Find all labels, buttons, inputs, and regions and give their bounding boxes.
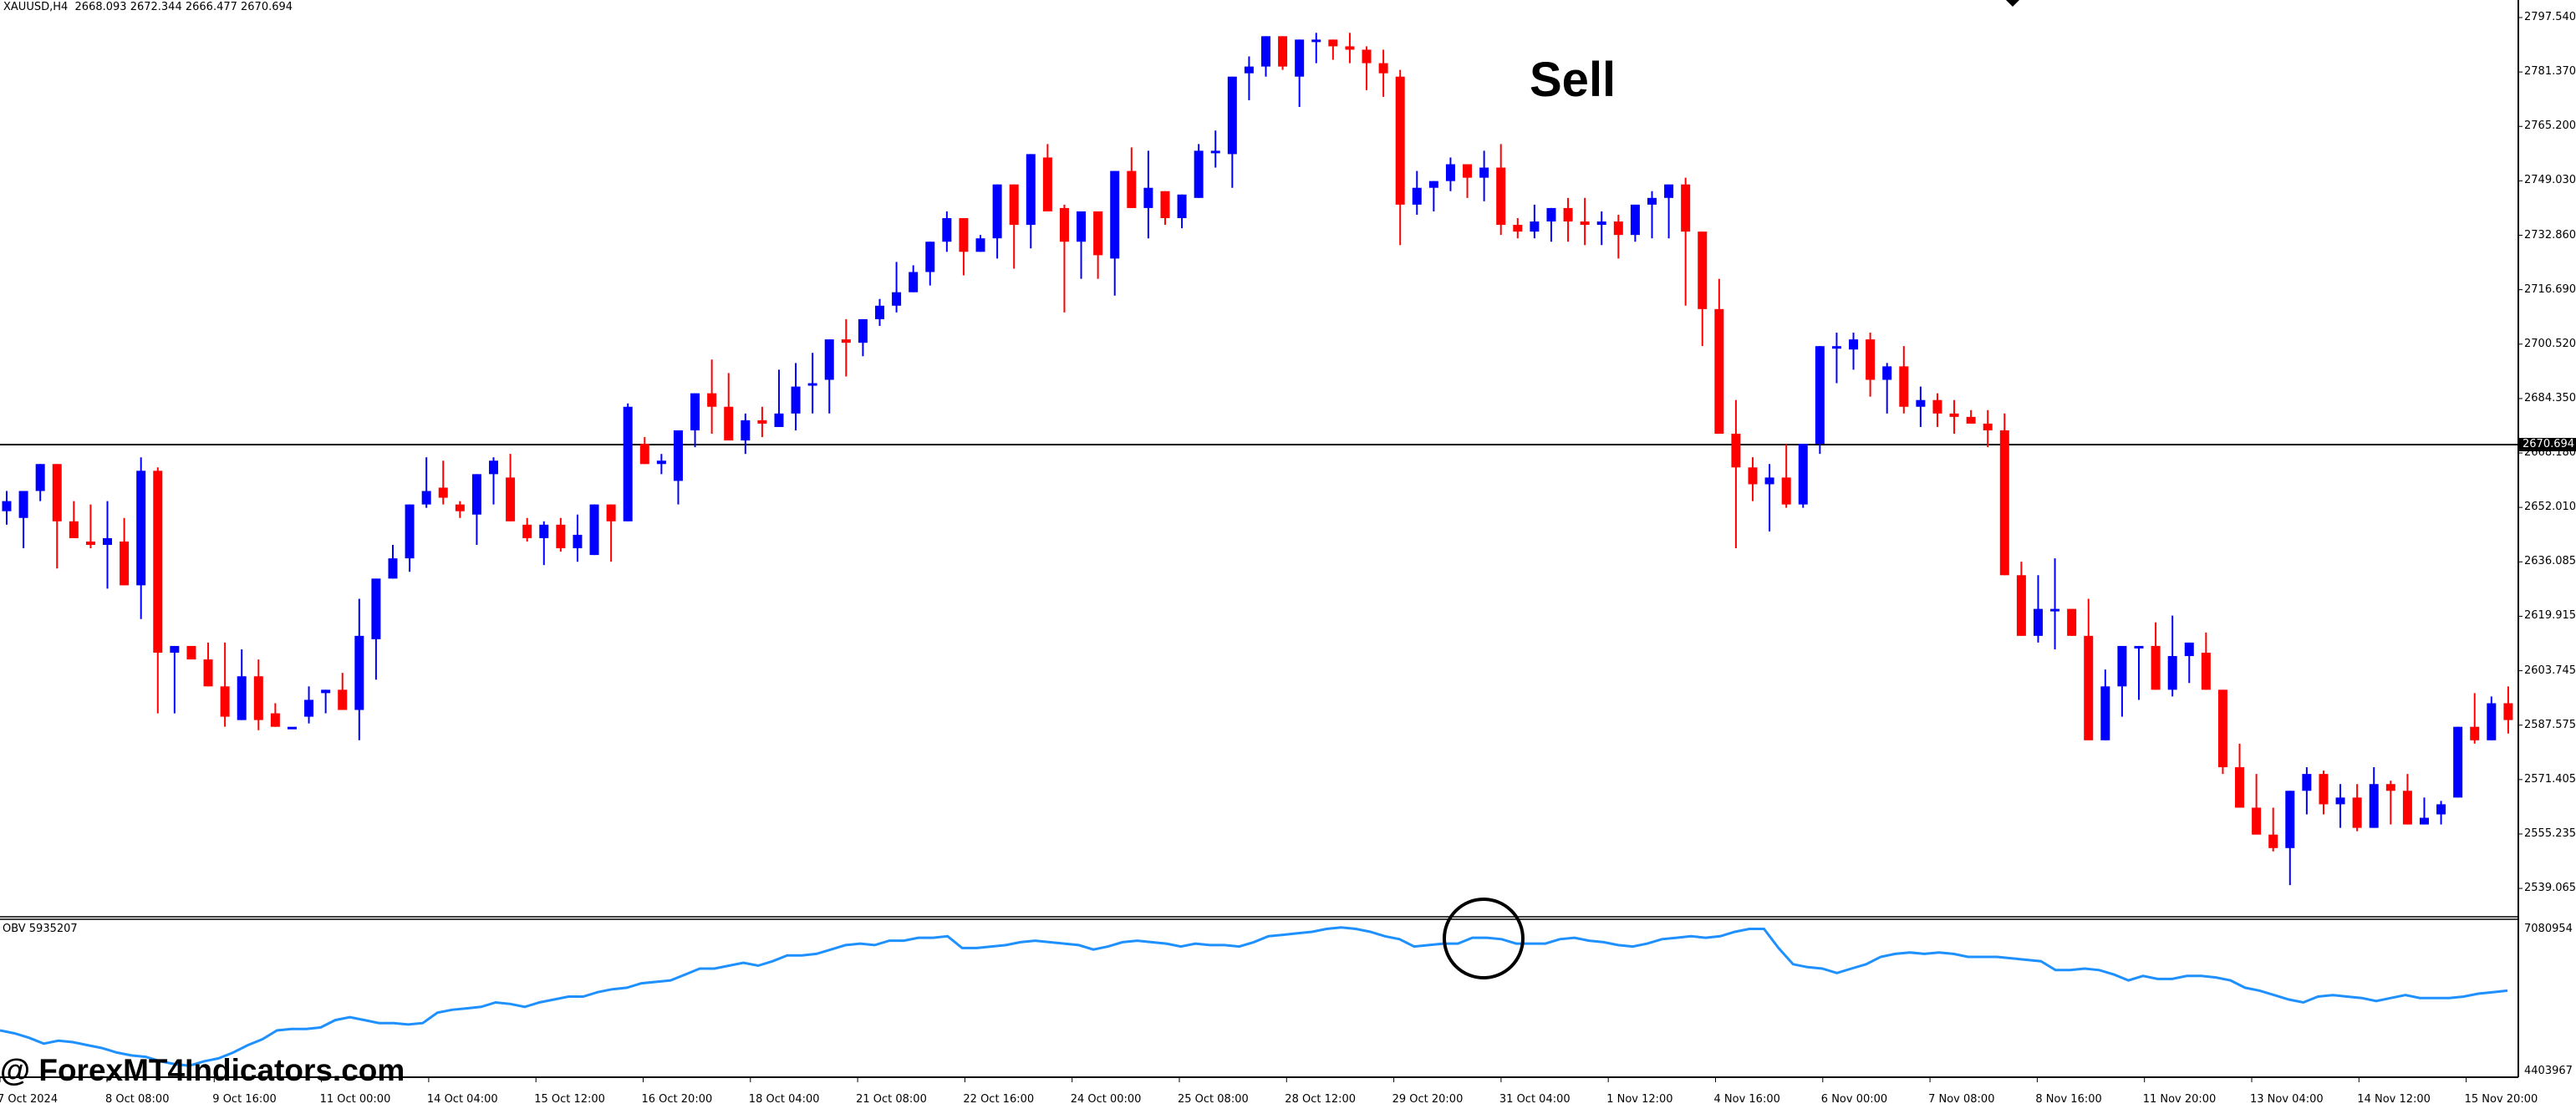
symbol-info-label: XAUUSD,H4 2668.093 2672.344 2666.477 267… — [3, 1, 293, 13]
time-tick-label: 8 Nov 16:00 — [2035, 1093, 2102, 1106]
obv-highlight-circle — [1443, 898, 1525, 979]
price-tick-label: 2571.405 — [2524, 772, 2576, 786]
price-tick-label: 2539.065 — [2524, 882, 2576, 895]
time-tick-label: 14 Nov 12:00 — [2357, 1093, 2431, 1106]
time-tick-label: 1 Nov 12:00 — [1606, 1093, 1673, 1106]
obv-indicator-label: OBV 5935207 — [3, 923, 78, 935]
time-tick-label: 15 Nov 20:00 — [2464, 1093, 2538, 1106]
candlestick-series — [2, 33, 2513, 886]
time-tick-label: 24 Oct 00:00 — [1070, 1093, 1142, 1106]
time-tick-label: 11 Nov 20:00 — [2142, 1093, 2217, 1106]
price-tick-label: 2732.860 — [2524, 228, 2576, 242]
obv-max-label: 7080954 — [2524, 923, 2573, 935]
time-tick-label: 14 Oct 04:00 — [426, 1093, 498, 1106]
time-tick-label: 28 Oct 12:00 — [1285, 1093, 1357, 1106]
time-tick-marks — [0, 1077, 2467, 1082]
price-tick-marks — [2518, 17, 2523, 889]
price-tick-label: 2603.745 — [2524, 664, 2576, 677]
time-tick-label: 6 Nov 00:00 — [1820, 1093, 1888, 1106]
time-tick-label: 8 Oct 08:00 — [105, 1093, 170, 1106]
obv-min-label: 4403967 — [2524, 1065, 2573, 1077]
chart-shift-marker-icon[interactable] — [2006, 0, 2019, 7]
time-tick-label: 11 Oct 00:00 — [319, 1093, 391, 1106]
price-tick-label: 2652.010 — [2524, 501, 2576, 514]
time-tick-label: 29 Oct 20:00 — [1392, 1093, 1464, 1106]
sell-annotation: Sell — [1530, 53, 1616, 107]
time-tick-label: 16 Oct 20:00 — [641, 1093, 713, 1106]
current-price-badge: 2670.694 — [2519, 438, 2576, 451]
price-tick-label: 2619.915 — [2524, 609, 2576, 623]
price-tick-label: 2716.690 — [2524, 282, 2576, 296]
time-tick-label: 18 Oct 04:00 — [748, 1093, 820, 1106]
price-tick-label: 2765.200 — [2524, 120, 2576, 133]
price-tick-label: 2587.575 — [2524, 718, 2576, 731]
time-tick-label: 21 Oct 08:00 — [856, 1093, 927, 1106]
price-tick-label: 2781.370 — [2524, 65, 2576, 79]
price-tick-label: 2700.520 — [2524, 337, 2576, 350]
price-tick-label: 2797.540 — [2524, 11, 2576, 23]
price-tick-label: 2749.030 — [2524, 174, 2576, 187]
price-tick-label: 2555.235 — [2524, 827, 2576, 840]
time-tick-label: 7 Nov 08:00 — [1928, 1093, 1995, 1106]
price-tick-label: 2684.350 — [2524, 391, 2576, 404]
time-tick-label: 25 Oct 08:00 — [1178, 1093, 1249, 1106]
obv-line — [0, 926, 2508, 1067]
time-tick-label: 9 Oct 16:00 — [212, 1093, 277, 1106]
time-tick-label: 4 Nov 16:00 — [1713, 1093, 1780, 1106]
time-tick-label: 7 Oct 2024 — [0, 1093, 59, 1106]
time-tick-label: 31 Oct 04:00 — [1499, 1093, 1571, 1106]
price-tick-label: 2636.085 — [2524, 555, 2576, 568]
time-tick-label: 22 Oct 16:00 — [963, 1093, 1035, 1106]
watermark: @ ForexMT4Indicators.com — [0, 1053, 405, 1087]
time-tick-label: 15 Oct 12:00 — [534, 1093, 605, 1106]
time-tick-label: 13 Nov 04:00 — [2250, 1093, 2324, 1106]
